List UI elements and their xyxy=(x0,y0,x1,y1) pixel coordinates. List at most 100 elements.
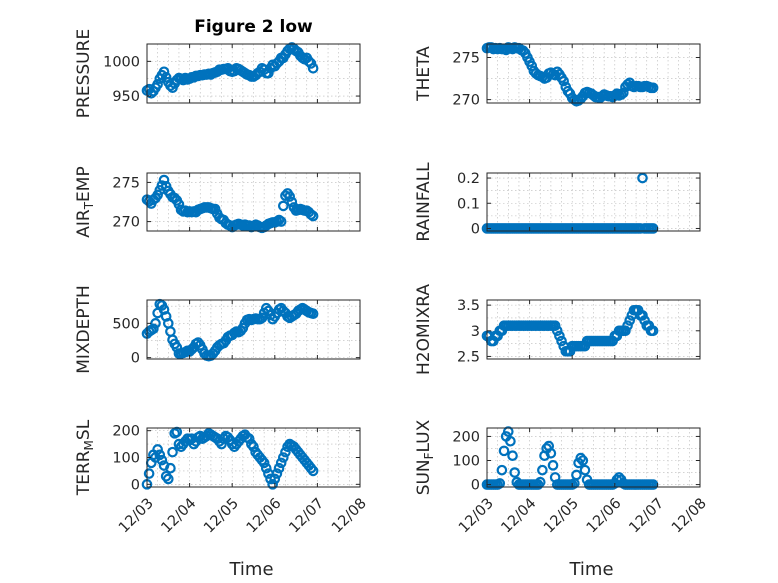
data-point xyxy=(165,462,176,474)
ylabel: RAINFALL xyxy=(414,162,434,242)
ylabel: THETA xyxy=(414,46,434,102)
data-point xyxy=(545,447,557,459)
data-point xyxy=(158,174,170,186)
data-point xyxy=(150,318,161,329)
data-point xyxy=(154,449,166,461)
series-markers xyxy=(481,172,659,234)
data-point xyxy=(571,469,582,481)
data-point xyxy=(278,452,289,463)
data-point xyxy=(243,433,255,445)
data-point xyxy=(167,446,178,458)
series-markers xyxy=(141,298,319,362)
data-point xyxy=(275,216,287,227)
y-tick-label: 0 xyxy=(131,351,140,367)
data-point xyxy=(622,320,633,331)
data-point xyxy=(556,335,567,347)
data-point xyxy=(248,441,259,453)
y-tick-label: 100 xyxy=(112,451,140,467)
data-point xyxy=(507,450,518,461)
series-markers xyxy=(481,42,659,107)
data-point xyxy=(156,454,168,466)
ylabel: TERRMSL xyxy=(74,419,96,496)
data-point xyxy=(307,308,319,320)
data-point xyxy=(509,467,520,478)
data-point xyxy=(618,87,629,99)
data-point xyxy=(532,479,544,490)
data-point xyxy=(286,196,298,208)
y-tick-label: 200 xyxy=(112,424,140,440)
data-point xyxy=(284,191,296,202)
y-tick-label: 0.2 xyxy=(457,171,480,187)
subplot-6: 2.5 3 3.5 H2OMIXRA xyxy=(414,284,701,375)
data-point xyxy=(258,457,270,469)
axis-box xyxy=(146,299,361,360)
data-point xyxy=(549,320,561,331)
series-markers xyxy=(481,426,659,490)
axis-box xyxy=(486,427,701,488)
data-point xyxy=(267,479,278,490)
axis-box xyxy=(146,43,361,104)
data-point xyxy=(577,455,589,466)
data-point xyxy=(271,468,283,479)
series-markers xyxy=(141,174,319,234)
ylabel: PRESSURE xyxy=(74,29,94,118)
data-point xyxy=(537,464,548,476)
data-point xyxy=(273,462,285,474)
series-markers xyxy=(141,42,319,99)
x-tick-label: 12/07 xyxy=(626,496,667,537)
data-point xyxy=(637,172,648,184)
data-point xyxy=(494,478,506,489)
y-tick-label: 270 xyxy=(452,93,480,109)
series-markers xyxy=(141,426,319,490)
data-point xyxy=(526,60,538,72)
data-point xyxy=(579,464,591,476)
x-tick-label: 12/05 xyxy=(541,496,582,537)
data-point xyxy=(558,75,569,87)
subplot-4: 0 0.1 0.2 RAINFALL xyxy=(414,162,701,242)
axis-box xyxy=(486,43,701,104)
data-point xyxy=(152,444,163,455)
data-point xyxy=(158,66,170,78)
y-tick-label: 3 xyxy=(471,324,480,340)
data-point xyxy=(502,426,514,437)
data-point xyxy=(280,446,291,458)
data-point xyxy=(624,315,636,326)
data-point xyxy=(156,180,168,191)
ylabel: AIRTEMP xyxy=(74,166,96,237)
subplot-2: 270 275 THETA xyxy=(414,42,701,109)
y-tick-label: 0 xyxy=(131,477,140,493)
data-point xyxy=(148,323,159,335)
subplot-8: 0 100 200 12/03 12/04 12/05 12/06 12/07 12/08 SUN… xyxy=(414,419,710,580)
data-point xyxy=(620,325,631,337)
data-point xyxy=(280,190,291,202)
data-point xyxy=(260,462,272,474)
data-point xyxy=(278,200,289,212)
data-point xyxy=(554,330,565,342)
x-tick-label: 12/06 xyxy=(244,496,285,537)
x-tick-label: 12/08 xyxy=(329,496,370,537)
y-tick-label: 270 xyxy=(112,215,140,231)
data-point xyxy=(307,62,319,74)
data-point xyxy=(534,476,546,488)
data-point xyxy=(216,438,227,450)
y-tick-label: 2.5 xyxy=(457,349,480,365)
y-tick-label: 100 xyxy=(452,454,480,470)
data-point xyxy=(647,82,659,94)
subplot-3: 270 275 AIRTEMP xyxy=(74,166,361,238)
y-tick-label: 0 xyxy=(471,478,480,494)
data-point xyxy=(143,468,155,479)
x-tick-label: 12/04 xyxy=(499,496,540,537)
ylabel: SUNFLUX xyxy=(414,419,436,495)
data-point xyxy=(275,457,287,469)
data-point xyxy=(163,473,174,485)
y-tick-label: 500 xyxy=(112,316,140,332)
y-tick-label: 275 xyxy=(112,175,140,191)
data-point xyxy=(152,78,163,90)
data-point xyxy=(551,325,563,337)
data-point xyxy=(575,452,587,464)
chart-title: Figure 2 low xyxy=(194,17,313,37)
data-point xyxy=(307,465,319,477)
subplot-1: 950 1000 PRESSURE Figure 2 low xyxy=(74,17,361,118)
x-tick-label: 12/05 xyxy=(201,496,242,537)
